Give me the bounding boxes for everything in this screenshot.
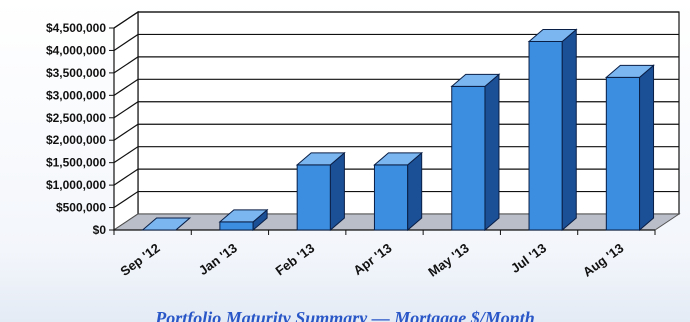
bar-front bbox=[451, 85, 486, 231]
bar-front bbox=[296, 164, 331, 231]
gridline bbox=[113, 56, 679, 74]
bars bbox=[141, 28, 655, 232]
bar-side bbox=[484, 73, 500, 232]
bar-front bbox=[373, 164, 409, 231]
bar-top bbox=[527, 28, 578, 42]
bar-side bbox=[561, 28, 577, 232]
x-tick-label: Sep '12 bbox=[117, 240, 162, 279]
x-tick-label: May '13 bbox=[425, 240, 471, 279]
x-tick-label: Feb '13 bbox=[273, 240, 318, 278]
chart-caption: Portfolio Maturity Summary — Mortgage $/… bbox=[155, 308, 535, 322]
y-tick-label: $500,000 bbox=[56, 201, 106, 215]
bar-front bbox=[605, 76, 641, 231]
x-tick-label: Aug '13 bbox=[580, 240, 626, 279]
x-tick-label: Jan '13 bbox=[196, 240, 240, 278]
y-tick-label: $1,500,000 bbox=[46, 156, 106, 170]
y-axis-ticks: $0 $500,000 $1,000,000 $1,500,000 $2,000,000… bbox=[46, 21, 114, 237]
bar-side bbox=[639, 64, 655, 232]
bar-top bbox=[373, 152, 424, 166]
bar bbox=[527, 28, 578, 232]
y-tick-label: $2,500,000 bbox=[46, 111, 106, 125]
bar bbox=[450, 73, 501, 232]
y-tick-label: $3,500,000 bbox=[46, 66, 106, 80]
bar bbox=[218, 208, 269, 232]
side-wall bbox=[113, 10, 139, 232]
x-tick-label: Apr '13 bbox=[350, 240, 394, 278]
bar bbox=[373, 151, 424, 232]
bar-front bbox=[528, 40, 563, 231]
y-tick-label: $4,500,000 bbox=[46, 21, 106, 35]
x-axis-labels: Sep '12 Jan '13 Feb '13 Apr '13 May '13 Jul '… bbox=[113, 230, 656, 280]
bar-top bbox=[604, 64, 655, 78]
y-tick-label: $1,000,000 bbox=[46, 178, 106, 192]
y-tick-label: $3,000,000 bbox=[46, 88, 106, 102]
gridline bbox=[113, 33, 679, 51]
y-tick-label: $0 bbox=[93, 223, 107, 237]
bar-side bbox=[407, 151, 423, 232]
bar-front bbox=[219, 221, 254, 231]
gridline bbox=[113, 11, 679, 29]
y-tick-label: $2,000,000 bbox=[46, 133, 106, 147]
bar-top bbox=[450, 73, 501, 87]
bar bbox=[141, 217, 192, 231]
bar-top bbox=[141, 217, 192, 231]
bar bbox=[604, 64, 655, 232]
x-tick-label: Jul '13 bbox=[508, 240, 549, 276]
bar-top bbox=[295, 152, 346, 166]
bar-side bbox=[329, 151, 345, 232]
y-tick-label: $4,000,000 bbox=[46, 43, 106, 57]
bar-top bbox=[218, 209, 269, 223]
bar bbox=[295, 151, 346, 232]
